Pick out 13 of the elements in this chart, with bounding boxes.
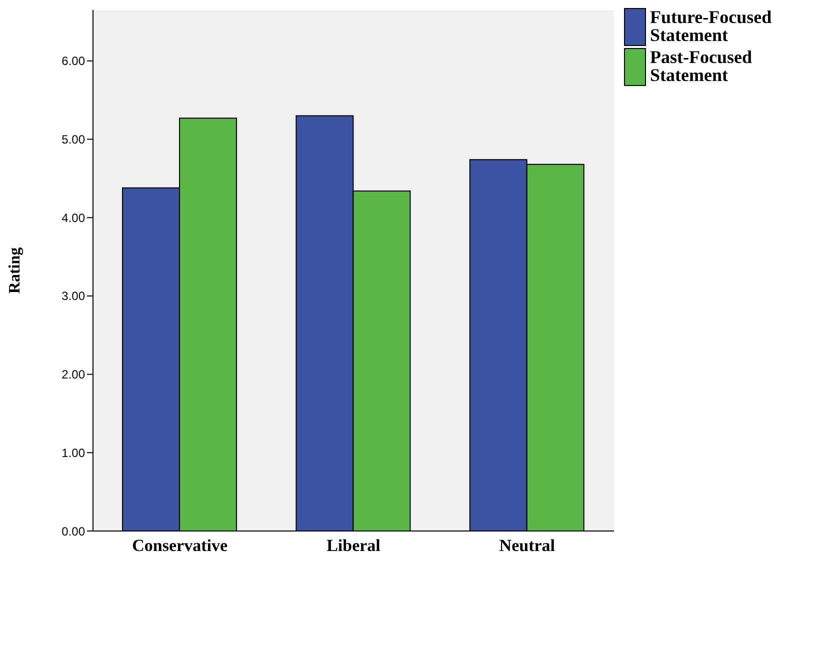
y-tick-label: 4.00 xyxy=(62,210,86,225)
legend-label: Past-Focused Statement xyxy=(650,47,753,85)
x-tick-label: Conservative xyxy=(132,536,228,556)
y-tick-label: 2.00 xyxy=(62,368,86,382)
y-tick-label: 3.00 xyxy=(62,289,86,304)
y-axis-title: Rating xyxy=(6,247,24,294)
x-tick-label: Liberal xyxy=(326,536,381,556)
y-tick-label: 0.00 xyxy=(62,524,86,538)
y-tick-label: 5.00 xyxy=(62,132,86,147)
x-tick-label: Neutral xyxy=(499,536,556,556)
y-tick-label: 6.00 xyxy=(62,54,86,68)
y-tick-label: 1.00 xyxy=(62,446,86,460)
legend-label: Future-Focused Statement xyxy=(650,7,773,45)
